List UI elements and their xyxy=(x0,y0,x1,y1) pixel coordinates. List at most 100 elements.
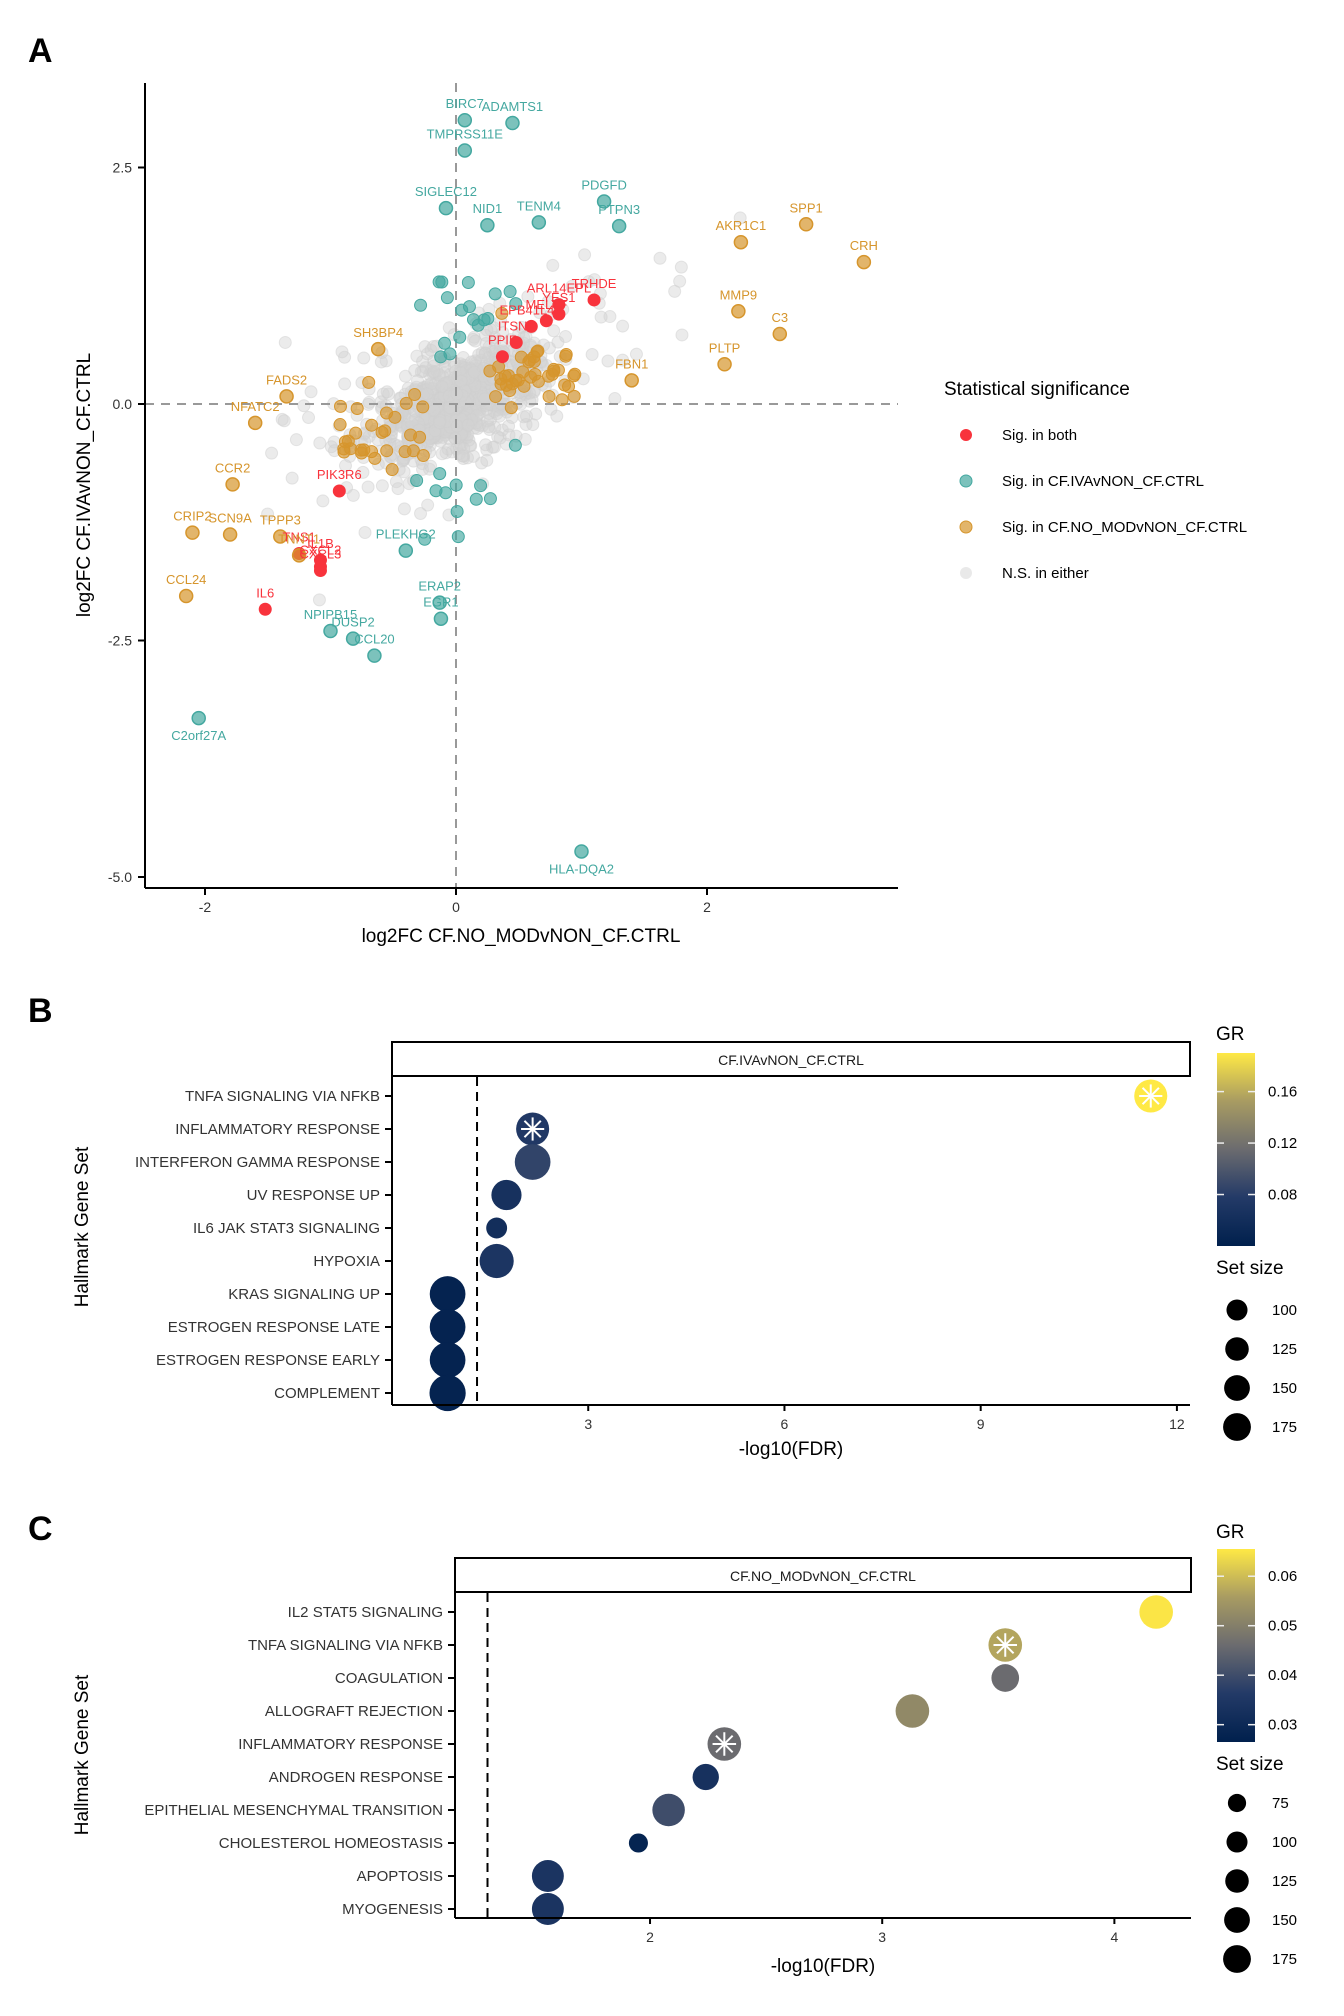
gene-point-tnnt1 xyxy=(291,548,307,563)
ns-point xyxy=(408,363,422,377)
ns-point xyxy=(277,414,291,428)
gene-label: CCL20 xyxy=(354,632,394,647)
iva-point xyxy=(488,287,502,301)
x-tick-label: 3 xyxy=(878,1929,886,1945)
ns-point xyxy=(304,385,318,399)
nomod-point xyxy=(483,364,497,378)
nomod-point xyxy=(399,396,413,410)
nomod-point xyxy=(404,428,418,442)
iva-point xyxy=(453,330,467,344)
gene-label: PLTP xyxy=(709,340,741,355)
iva-point xyxy=(451,530,465,544)
category-label: COAGULATION xyxy=(335,1670,443,1687)
x-axis-title: log2FC CF.NO_MODvNON_CF.CTRL xyxy=(362,926,681,947)
iva-point xyxy=(410,473,424,487)
dot-points xyxy=(531,1595,1173,1925)
category-label: ALLOGRAFT REJECTION xyxy=(265,1703,443,1720)
gene-point-il6 xyxy=(258,602,272,616)
category-label: INFLAMMATORY RESPONSE xyxy=(238,1736,443,1753)
gene-label: TNNT1 xyxy=(278,531,320,546)
nomod-point xyxy=(567,389,581,403)
ns-point xyxy=(380,385,394,399)
gene-label: AKR1C1 xyxy=(716,218,767,233)
ns-point xyxy=(265,446,279,460)
ns-point xyxy=(427,365,441,379)
size-legend-swatch xyxy=(1224,1375,1250,1401)
panel-letter-b: B xyxy=(28,992,53,1030)
ns-point xyxy=(438,425,452,439)
dot-estrogen-response-early xyxy=(429,1342,466,1378)
significance-star-icon xyxy=(1139,1084,1163,1108)
category-label: EPITHELIAL MESENCHYMAL TRANSITION xyxy=(144,1802,443,1819)
gene-label: PTPN3 xyxy=(598,202,640,217)
ns-point xyxy=(357,351,371,365)
set-size-legend: Set size 75 100 125 150 175 xyxy=(1216,1754,1297,1973)
x-tick-label: 2 xyxy=(703,899,711,915)
x-axis-ticks: 2 3 4 xyxy=(646,1918,1118,1945)
ns-point xyxy=(261,507,275,521)
ns-point xyxy=(608,392,622,406)
y-axis-title: Hallmark Gene Set xyxy=(72,1674,93,1835)
dot-points xyxy=(429,1079,1168,1412)
dot-cholesterol-homeostasis xyxy=(628,1833,648,1853)
ns-point xyxy=(316,494,330,508)
gene-label: CXCL3 xyxy=(299,546,341,561)
ns-point xyxy=(502,419,516,433)
gene-point-epb41l4a xyxy=(524,319,538,333)
colorbar-tick-label: 0.06 xyxy=(1268,1568,1297,1585)
gene-point-spp1 xyxy=(798,217,814,232)
nomod-point xyxy=(416,400,430,414)
nomod-point xyxy=(495,306,509,320)
x-tick-label: 6 xyxy=(781,1416,789,1432)
iva-point xyxy=(455,303,469,317)
gene-label: TENM4 xyxy=(517,198,561,213)
ns-point xyxy=(492,409,506,423)
iva-point xyxy=(433,467,447,481)
y-tick-label: 2.5 xyxy=(113,160,133,176)
facet-strip-label: CF.NO_MODvNON_CF.CTRL xyxy=(730,1568,916,1584)
iva-point xyxy=(469,492,483,506)
size-legend-swatch xyxy=(1227,1793,1247,1813)
x-axis-title: -log10(FDR) xyxy=(739,1439,844,1460)
dot-complement xyxy=(429,1374,466,1412)
ns-point xyxy=(559,330,573,344)
ns-point xyxy=(338,459,352,473)
ns-point xyxy=(520,409,534,423)
gene-label: HLA-DQA2 xyxy=(549,861,614,876)
size-legend-label: 100 xyxy=(1272,1834,1297,1851)
gene-point-trhde xyxy=(587,293,601,307)
gene-point-scn9a xyxy=(222,527,238,542)
ns-point xyxy=(362,395,376,409)
nomod-point xyxy=(489,390,503,404)
gene-point-c2orf27a xyxy=(191,710,206,726)
facet-strip-label: CF.IVAvNON_CF.CTRL xyxy=(718,1052,864,1068)
ns-point xyxy=(335,345,349,359)
ns-point xyxy=(673,274,687,288)
ns-point xyxy=(426,339,440,353)
gene-point-arl14epl xyxy=(552,298,566,312)
gene-label: ERAP2 xyxy=(418,579,461,594)
ns-point xyxy=(358,526,372,540)
nomod-point xyxy=(333,418,347,432)
category-label: TNFA SIGNALING VIA NFKB xyxy=(185,1088,380,1105)
ns-point xyxy=(297,399,311,413)
y-tick-label: -5.0 xyxy=(108,869,132,885)
category-label: MYOGENESIS xyxy=(342,1901,443,1918)
gene-point-nid1 xyxy=(480,217,495,233)
nomod-point xyxy=(503,384,517,398)
x-axis-title: -log10(FDR) xyxy=(771,1956,876,1977)
ns-point xyxy=(424,459,438,473)
iva-point xyxy=(440,291,454,305)
nomod-point xyxy=(375,425,389,439)
legend-swatch-iva xyxy=(959,474,973,488)
category-axis: IL2 STAT5 SIGNALING TNFA SIGNALING VIA NF… xyxy=(144,1604,455,1918)
category-label: TNFA SIGNALING VIA NFKB xyxy=(248,1637,443,1654)
ns-point xyxy=(466,332,480,346)
x-tick-label: 9 xyxy=(977,1416,985,1432)
gene-point-pltp xyxy=(717,357,732,372)
ns-point xyxy=(346,488,360,502)
ns-point xyxy=(550,409,564,423)
ns-point xyxy=(674,260,688,274)
ns-point xyxy=(435,380,449,394)
